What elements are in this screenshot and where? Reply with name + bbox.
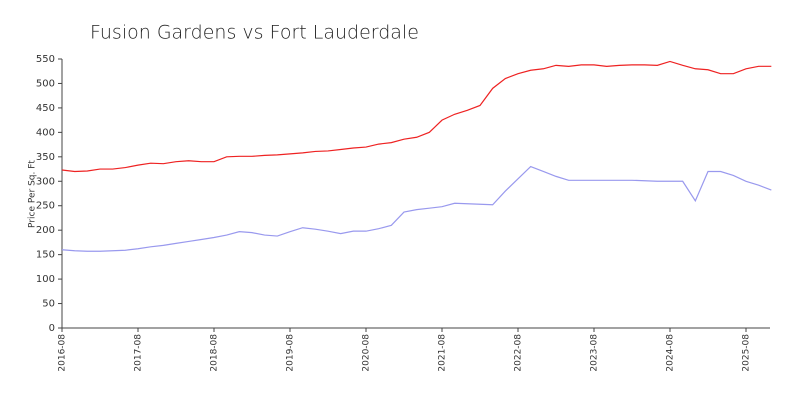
x-tick-label: 2018-08 [210, 334, 220, 372]
y-tick-label: 400 [36, 127, 55, 138]
y-tick-label: 0 [49, 323, 55, 334]
y-tick-label: 250 [36, 201, 55, 212]
y-axis-label: Price Per Sq. Ft [28, 160, 38, 228]
y-tick-label: 500 [36, 78, 55, 89]
x-tick-label: 2022-08 [514, 334, 524, 372]
y-tick-label: 150 [36, 250, 55, 261]
x-tick-label: 2019-08 [286, 334, 296, 372]
line-series [61, 165, 772, 252]
y-tick-label: 450 [36, 103, 55, 114]
y-tick-label: 300 [36, 176, 55, 187]
y-tick-label: 200 [36, 225, 55, 236]
x-tick-label: 2017-08 [134, 334, 144, 372]
y-tick-label: 100 [36, 274, 55, 285]
y-tick-label: 50 [42, 299, 55, 310]
line-series [61, 60, 772, 173]
x-tick-label: 2025-08 [742, 334, 752, 372]
y-tick-label: 550 [36, 54, 55, 65]
x-tick-label: 2021-08 [438, 334, 448, 372]
x-tick-label: 2023-08 [590, 334, 600, 372]
chart-title: Fusion Gardens vs Fort Lauderdale [90, 22, 419, 44]
x-tick-label: 2020-08 [362, 334, 372, 372]
x-tick-label: 2016-08 [58, 334, 68, 372]
x-tick-label: 2024-08 [666, 334, 676, 372]
y-tick-label: 350 [36, 152, 55, 163]
